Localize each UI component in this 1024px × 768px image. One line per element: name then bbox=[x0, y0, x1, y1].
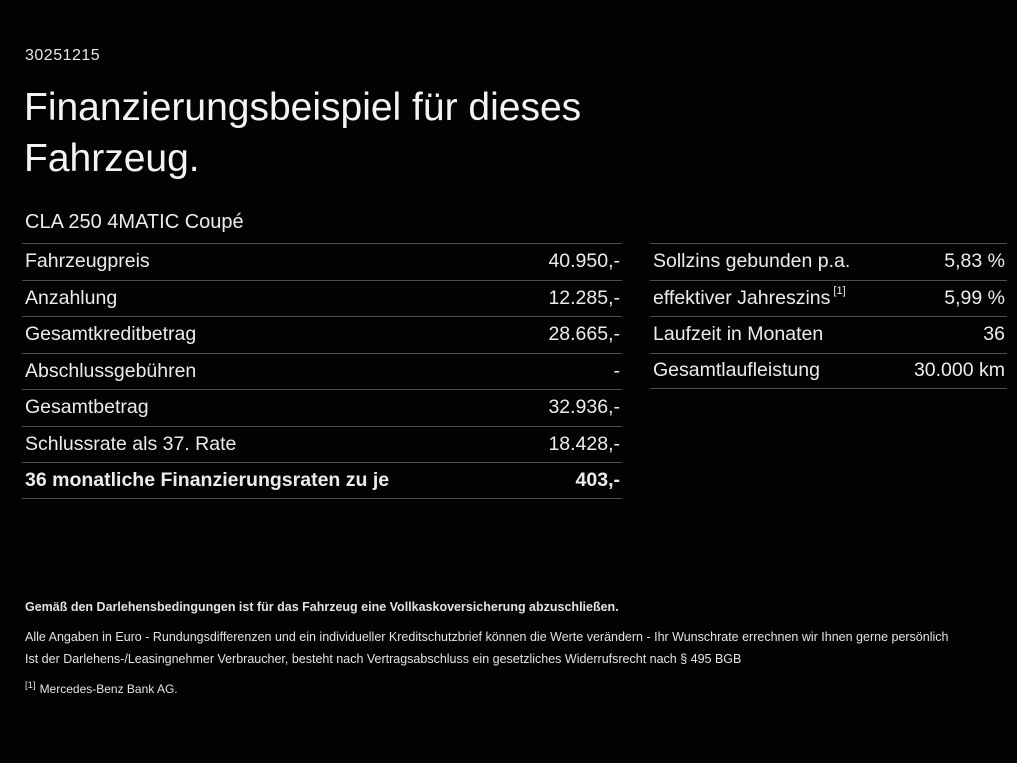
row-label: Abschlussgebühren bbox=[25, 359, 197, 382]
row-value: 5,99 % bbox=[944, 286, 1005, 309]
table-row: Sollzins gebunden p.a. 5,83 % bbox=[650, 243, 1007, 280]
row-label: Gesamtkreditbetrag bbox=[25, 323, 197, 346]
table-row: Laufzeit in Monaten 36 bbox=[650, 316, 1007, 353]
row-label: effektiver Jahreszins [1] bbox=[653, 285, 846, 309]
table-row: Anzahlung 12.285,- bbox=[22, 279, 622, 317]
financing-tables: Fahrzeugpreis 40.950,- Anzahlung 12.285,… bbox=[22, 243, 1007, 499]
footer-disclaimer-line: Ist der Darlehens-/Leasingnehmer Verbrau… bbox=[25, 652, 742, 666]
financing-terms-table: Sollzins gebunden p.a. 5,83 % effektiver… bbox=[650, 243, 1007, 389]
row-value: 403,- bbox=[575, 468, 620, 491]
vehicle-model-name: CLA 250 4MATIC Coupé bbox=[25, 211, 244, 233]
table-row: Abschlussgebühren - bbox=[22, 352, 622, 390]
table-row: Gesamtbetrag 32.936,- bbox=[22, 389, 622, 426]
row-value: 32.936,- bbox=[548, 396, 620, 419]
footnote-marker: [1] bbox=[25, 680, 36, 691]
row-label: Sollzins gebunden p.a. bbox=[653, 250, 851, 273]
page-title-line1: Finanzierungsbeispiel für dieses bbox=[24, 86, 582, 129]
row-value: - bbox=[613, 359, 621, 382]
financing-cost-table: Fahrzeugpreis 40.950,- Anzahlung 12.285,… bbox=[22, 243, 622, 499]
document-number: 30251215 bbox=[25, 47, 101, 64]
footer-disclaimer-line: Alle Angaben in Euro - Rundungsdifferenz… bbox=[25, 630, 949, 644]
footer-footnote: [1] Mercedes-Benz Bank AG. bbox=[25, 680, 990, 696]
row-value: 40.950,- bbox=[548, 250, 620, 273]
row-value: 28.665,- bbox=[548, 323, 620, 346]
footer-insurance-note: Gemäß den Darlehensbedingungen ist für d… bbox=[25, 600, 619, 614]
row-label: Schlussrate als 37. Rate bbox=[25, 432, 237, 455]
footnote-text: Mercedes-Benz Bank AG. bbox=[39, 682, 178, 696]
footnote-ref: [1] bbox=[833, 285, 846, 298]
row-label: Anzahlung bbox=[25, 286, 118, 309]
legal-footer: Gemäß den Darlehensbedingungen ist für d… bbox=[25, 600, 990, 696]
table-row: Fahrzeugpreis 40.950,- bbox=[22, 243, 622, 280]
row-value: 12.285,- bbox=[548, 286, 620, 309]
row-value: 36 bbox=[983, 323, 1005, 346]
page-title-line2: Fahrzeug. bbox=[24, 137, 200, 180]
table-row: Gesamtlaufleistung 30.000 km bbox=[650, 352, 1007, 389]
table-row-monthly-rate: 36 monatliche Finanzierungsraten zu je 4… bbox=[22, 462, 622, 499]
row-label: Gesamtlaufleistung bbox=[653, 359, 820, 382]
row-value: 30.000 km bbox=[913, 359, 1005, 382]
row-label: Laufzeit in Monaten bbox=[653, 323, 824, 346]
row-label: Fahrzeugpreis bbox=[25, 250, 150, 273]
page-title: Finanzierungsbeispiel für dieses Fahrzeug… bbox=[24, 82, 581, 184]
row-value: 18.428,- bbox=[548, 432, 620, 455]
table-row: Gesamtkreditbetrag 28.665,- bbox=[22, 316, 622, 353]
table-row: Schlussrate als 37. Rate 18.428,- bbox=[22, 425, 622, 463]
row-label: Gesamtbetrag bbox=[25, 396, 149, 419]
row-value: 5,83 % bbox=[944, 250, 1005, 273]
table-row: effektiver Jahreszins [1] 5,99 % bbox=[650, 279, 1007, 317]
row-label: 36 monatliche Finanzierungsraten zu je bbox=[25, 468, 390, 491]
